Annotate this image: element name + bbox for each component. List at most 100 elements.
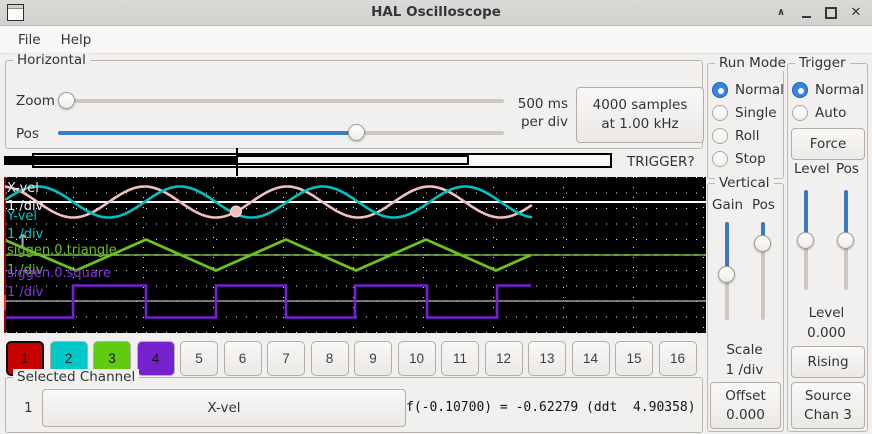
channel-button-6[interactable]: 6 — [223, 341, 262, 376]
window-title: HAL Oscilloscope — [371, 4, 501, 20]
oscilloscope-display[interactable]: ↑ X-vel 1 /div Y-vel 1 /div siggen.0.triangle… — [4, 177, 706, 333]
channel-button-7[interactable]: 7 — [267, 341, 305, 376]
radio-auto[interactable]: Auto — [792, 101, 864, 124]
channel-button-10[interactable]: 10 — [397, 341, 436, 376]
slider-track[interactable] — [58, 99, 504, 103]
radio-roll[interactable]: Roll — [712, 124, 784, 147]
maximize-icon[interactable] — [823, 0, 839, 25]
close-icon[interactable]: ✕ — [850, 5, 862, 20]
channel-button-9[interactable]: 9 — [354, 341, 392, 376]
radio-label: Roll — [735, 127, 760, 144]
channel-value-readout: f(-0.10700) = -0.62279 (ddt 4.90358) — [406, 400, 696, 415]
slider-handle[interactable] — [347, 124, 365, 141]
channel-button-12[interactable]: 12 — [484, 341, 523, 376]
radio-dot-roll[interactable] — [712, 127, 728, 144]
vertical-scale-label: Scale — [726, 342, 763, 358]
menu-file[interactable]: File — [18, 31, 41, 48]
slider-fill — [761, 222, 765, 244]
radio-label: Stop — [735, 150, 766, 167]
vertical-pos-slider[interactable] — [754, 218, 772, 324]
trigger-mode-radios: Normal Auto — [792, 78, 864, 124]
scope-channel-label: siggen.0.square — [7, 266, 111, 281]
slider-handle[interactable] — [837, 232, 854, 250]
samples-button[interactable]: 4000 samples at 1.00 kHz — [576, 87, 704, 143]
radio-dot-stop[interactable] — [712, 150, 728, 167]
trigger-position-marker — [236, 148, 238, 176]
vertical-scale-value: 1 /div — [725, 362, 764, 378]
radio-normal[interactable]: Normal — [792, 78, 864, 101]
scope-channel-label: Y-vel — [6, 209, 37, 224]
trigger-source-button[interactable]: Source Chan 3 — [791, 382, 865, 429]
trigger-level-value: 0.000 — [807, 325, 846, 341]
scope-channel-label: X-vel — [7, 181, 39, 196]
radio-dot-single[interactable] — [712, 104, 728, 121]
trigger-group: Trigger — [787, 55, 868, 432]
slider-fill — [58, 131, 356, 135]
vertical-pos-label: Pos — [752, 197, 775, 213]
channel-button-15[interactable]: 15 — [615, 341, 653, 376]
selected-channel-group: Selected Channel — [5, 369, 703, 433]
channel-button-4[interactable]: 4 — [136, 341, 175, 376]
selected-channel-strip — [4, 177, 6, 333]
slider-handle[interactable] — [718, 266, 735, 284]
scope-channel-label: 1 /div — [7, 263, 44, 278]
radio-label: Single — [735, 104, 777, 121]
shade-icon[interactable]: ∧ — [776, 7, 786, 18]
vertical-gain-label: Gain — [712, 197, 744, 213]
trigger-level-column-label: Level — [794, 161, 830, 177]
radio-stop[interactable]: Stop — [712, 147, 784, 170]
scope-channel-label: 1 /div — [7, 285, 44, 300]
slider-track[interactable] — [761, 222, 765, 320]
channel-button-13[interactable]: 13 — [528, 341, 566, 376]
channel-button-14[interactable]: 14 — [571, 341, 610, 376]
menu-help[interactable]: Help — [60, 31, 92, 48]
slider-handle[interactable] — [754, 234, 771, 252]
radio-label: Normal — [815, 81, 864, 98]
scope-channel-label: 1 /div — [7, 227, 44, 242]
radio-single[interactable]: Single — [712, 101, 784, 124]
trigger-pos-column-label: Pos — [836, 161, 859, 177]
trigger-point-marker — [230, 205, 242, 218]
run-mode-group-label: Run Mode — [715, 55, 790, 71]
slider-handle[interactable] — [797, 232, 814, 250]
radio-label: Auto — [815, 104, 847, 121]
slider-fill — [725, 222, 729, 275]
trigger-edge-button[interactable]: Rising — [791, 346, 865, 378]
offset-arrow-icon: ↑ — [15, 231, 30, 252]
channel-button-16[interactable]: 16 — [658, 341, 697, 376]
trigger-level-slider[interactable] — [797, 186, 815, 294]
horizontal-pos-slider[interactable] — [58, 124, 504, 142]
waveform-trace — [6, 284, 531, 319]
pos-label: Pos — [16, 126, 39, 142]
vertical-offset-button[interactable]: Offset 0.000 — [710, 382, 781, 429]
radio-dot-auto[interactable] — [792, 104, 808, 121]
vertical-group: Vertical — [707, 175, 784, 432]
zoom-label: Zoom — [16, 93, 55, 109]
scope-channel-label: siggen.0.triangle — [7, 243, 117, 258]
radio-dot-normal[interactable] — [712, 81, 728, 98]
horizontal-zoom-slider[interactable] — [58, 92, 504, 110]
radio-normal[interactable]: Normal — [712, 78, 784, 101]
selected-channel-group-label: Selected Channel — [13, 369, 140, 385]
trigger-status-label: TRIGGER? — [627, 154, 695, 170]
force-button[interactable]: Force — [791, 128, 865, 160]
record-filled-region — [4, 156, 236, 165]
titlebar: HAL Oscilloscope ∧ ✕ — [0, 0, 872, 26]
run-mode-radios: Normal Single Roll Stop — [712, 78, 784, 170]
trigger-group-label: Trigger — [795, 55, 850, 71]
channel-button-11[interactable]: 11 — [441, 341, 479, 376]
slider-handle[interactable] — [58, 92, 75, 109]
selected-channel-strip — [4, 295, 6, 310]
trigger-pos-slider[interactable] — [837, 186, 855, 294]
waveform-trace — [5, 237, 532, 273]
channel-button-5[interactable]: 5 — [180, 341, 218, 376]
channel-button-8[interactable]: 8 — [310, 341, 349, 376]
selected-channel-name-button[interactable]: X-vel — [42, 389, 406, 427]
timebase-readout: 500 ms per div — [517, 96, 568, 130]
radio-dot-normal[interactable] — [792, 81, 808, 98]
vertical-gain-slider[interactable] — [718, 218, 736, 324]
minimize-icon[interactable] — [798, 0, 814, 25]
scope-channel-label: 1 /div — [7, 199, 44, 214]
menubar: File Help — [0, 26, 872, 54]
